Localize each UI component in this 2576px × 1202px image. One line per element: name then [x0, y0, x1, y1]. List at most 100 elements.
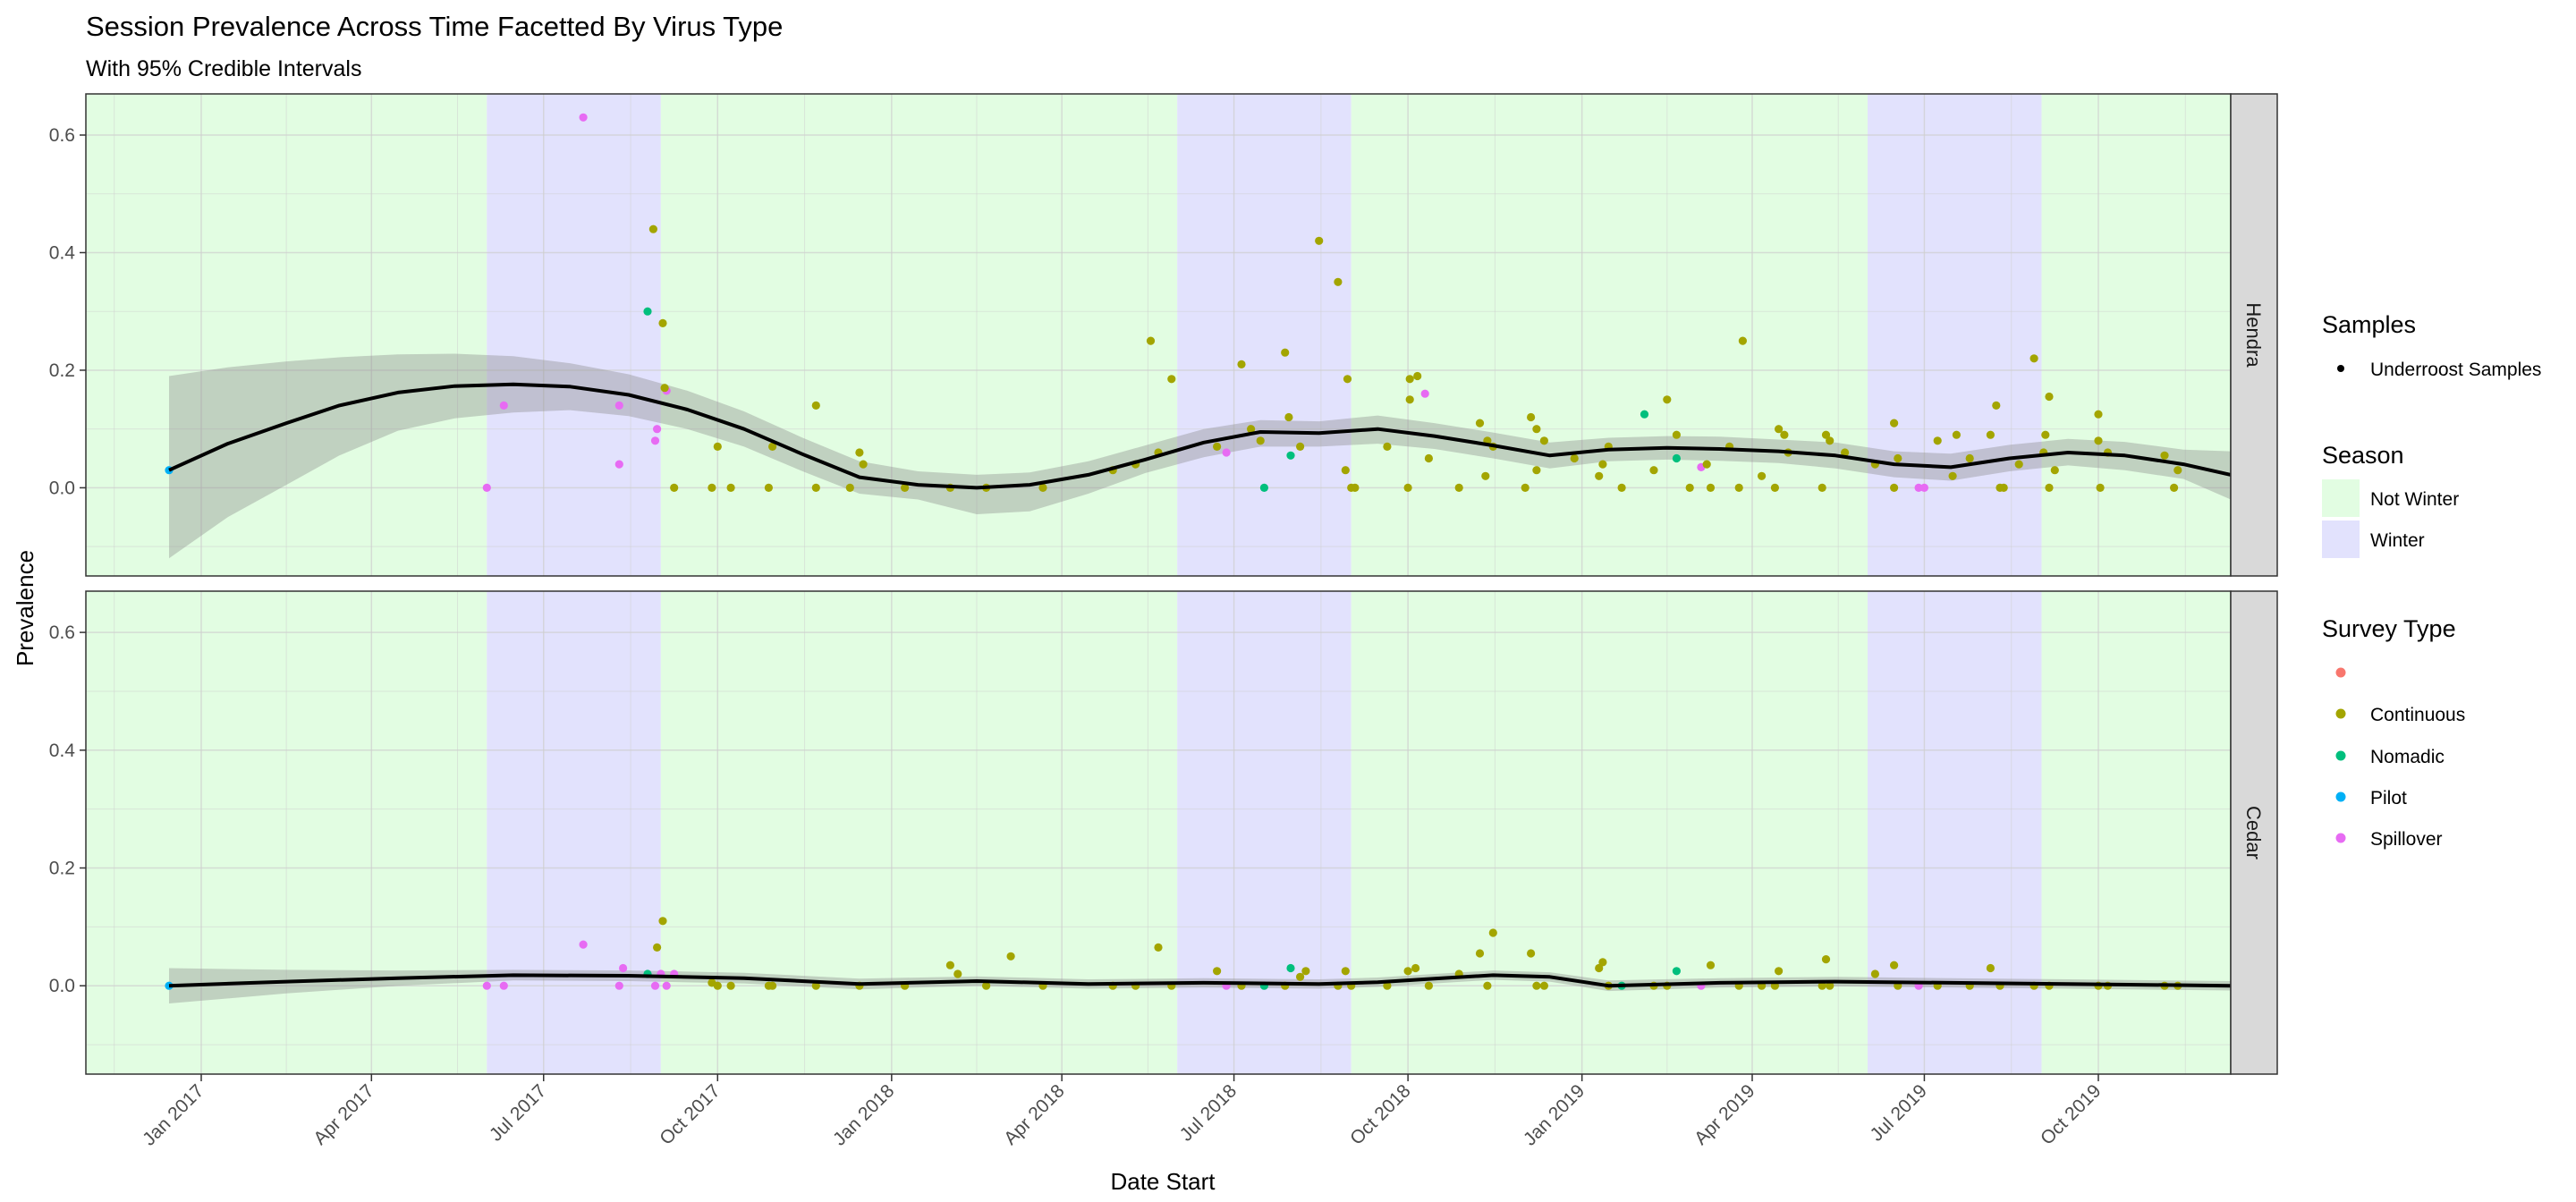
legend-samples-label: Underroost Samples [2370, 360, 2541, 380]
data-point-continuous [1595, 963, 1604, 973]
data-point-continuous [1284, 412, 1293, 422]
data-point-spillover [499, 981, 508, 990]
data-point-continuous [1527, 949, 1536, 958]
y-tick-label: 0.4 [49, 741, 76, 761]
season-band-not-winter [660, 591, 1178, 1074]
data-point-spillover [650, 981, 660, 990]
y-tick-label: 0.0 [49, 976, 75, 996]
data-point-continuous [1256, 436, 1265, 445]
data-point-continuous [1475, 949, 1485, 958]
legend-survey-key-continuous [2335, 708, 2346, 719]
data-point-continuous [1672, 430, 1681, 439]
data-point-continuous [1424, 981, 1433, 990]
y-tick-label: 0.4 [49, 242, 76, 263]
season-band-not-winter [1351, 94, 1868, 576]
facet-panel-cedar: Cedar 0.0 0.2 0.4 0.6 [49, 590, 2278, 1075]
data-point-continuous [1521, 483, 1530, 493]
data-point-spillover [1914, 483, 1923, 493]
data-point-continuous [859, 460, 868, 469]
facet-strip-hendra [2230, 93, 2278, 577]
data-point-continuous [1351, 483, 1360, 493]
data-point-continuous [1527, 412, 1536, 422]
data-point-continuous [658, 917, 667, 926]
data-point-spillover [579, 940, 588, 949]
data-point-continuous [982, 981, 991, 990]
data-point-continuous [653, 943, 662, 952]
data-point-continuous [1663, 395, 1672, 404]
data-point-nomadic [1259, 483, 1268, 493]
season-band-winter [487, 94, 661, 576]
y-tick-label: 0.6 [49, 622, 75, 643]
data-point-continuous [1775, 967, 1784, 976]
x-tick-label: Oct 2019 [2037, 1080, 2106, 1149]
data-point-continuous [1483, 981, 1492, 990]
data-point-continuous [1006, 952, 1015, 961]
data-point-continuous [1296, 972, 1305, 981]
data-point-continuous [1595, 471, 1604, 480]
data-point-continuous [1405, 395, 1414, 404]
data-point-continuous [1965, 453, 1974, 463]
data-point-spillover [1420, 389, 1429, 398]
data-point-continuous [1870, 969, 1879, 978]
credible-interval-ribbon-hendra [169, 353, 2231, 559]
data-point-continuous [855, 448, 864, 457]
data-point-spillover [482, 483, 491, 493]
data-point-continuous [1475, 419, 1485, 427]
legend-season-key-winter [2322, 521, 2360, 558]
data-point-continuous [1532, 425, 1541, 434]
data-point-spillover [653, 425, 662, 434]
data-point-continuous [1706, 961, 1716, 969]
data-point-spillover [614, 981, 623, 990]
data-point-continuous [845, 483, 854, 493]
data-point-continuous [1167, 375, 1176, 384]
data-point-continuous [811, 401, 820, 410]
data-point-continuous [2096, 483, 2105, 493]
data-point-continuous [1706, 483, 1716, 493]
data-point-continuous [1247, 425, 1256, 434]
facet-strip-label-cedar: Cedar [2242, 806, 2265, 859]
data-point-continuous [1598, 460, 1607, 469]
x-tick-label: Jan 2017 [139, 1080, 208, 1149]
data-point-nomadic [1640, 410, 1649, 419]
gridlines [86, 591, 2231, 1074]
data-point-continuous [1948, 471, 1957, 480]
data-point-continuous [2029, 354, 2038, 363]
data-point-continuous [1213, 967, 1222, 976]
y-axis-title: Prevalence [12, 550, 38, 666]
data-point-continuous [1213, 442, 1222, 451]
data-point-continuous [1341, 466, 1350, 475]
legend-survey-key-spillover [2335, 833, 2346, 843]
x-axis-title: Date Start [1110, 1168, 1216, 1195]
legend-survey-key-nomadic [2335, 750, 2346, 761]
data-point-continuous [1952, 430, 1961, 439]
season-band-not-winter [660, 94, 1178, 576]
data-point-continuous [1894, 453, 1902, 463]
data-point-continuous [1734, 483, 1743, 493]
data-point-continuous [1539, 436, 1548, 445]
data-point-continuous [1343, 375, 1352, 384]
data-point-continuous [726, 483, 735, 493]
data-point-spillover [614, 401, 623, 410]
data-point-continuous [1413, 371, 1422, 381]
data-point-continuous [1890, 483, 1899, 493]
points-cedar [165, 917, 2182, 990]
data-point-continuous [1403, 967, 1412, 976]
data-point-spillover [499, 401, 508, 410]
data-point-nomadic [643, 307, 652, 316]
x-tick-label: Jul 2017 [486, 1080, 550, 1145]
data-point-continuous [1539, 981, 1548, 990]
data-point-continuous [2050, 466, 2059, 475]
data-point-continuous [1986, 963, 1995, 973]
data-point-continuous [2014, 460, 2023, 469]
y-tick-label: 0.2 [49, 360, 75, 381]
data-point-continuous [2170, 483, 2179, 493]
data-point-continuous [1154, 943, 1163, 952]
season-band-winter [1867, 94, 2042, 576]
data-point-continuous [1301, 967, 1310, 976]
data-point-continuous [1281, 348, 1290, 357]
data-point-continuous [1992, 401, 2001, 410]
data-point-continuous [1383, 442, 1392, 451]
data-point-spillover [1919, 483, 1928, 493]
data-point-continuous [1649, 466, 1658, 475]
data-point-continuous [768, 442, 777, 451]
